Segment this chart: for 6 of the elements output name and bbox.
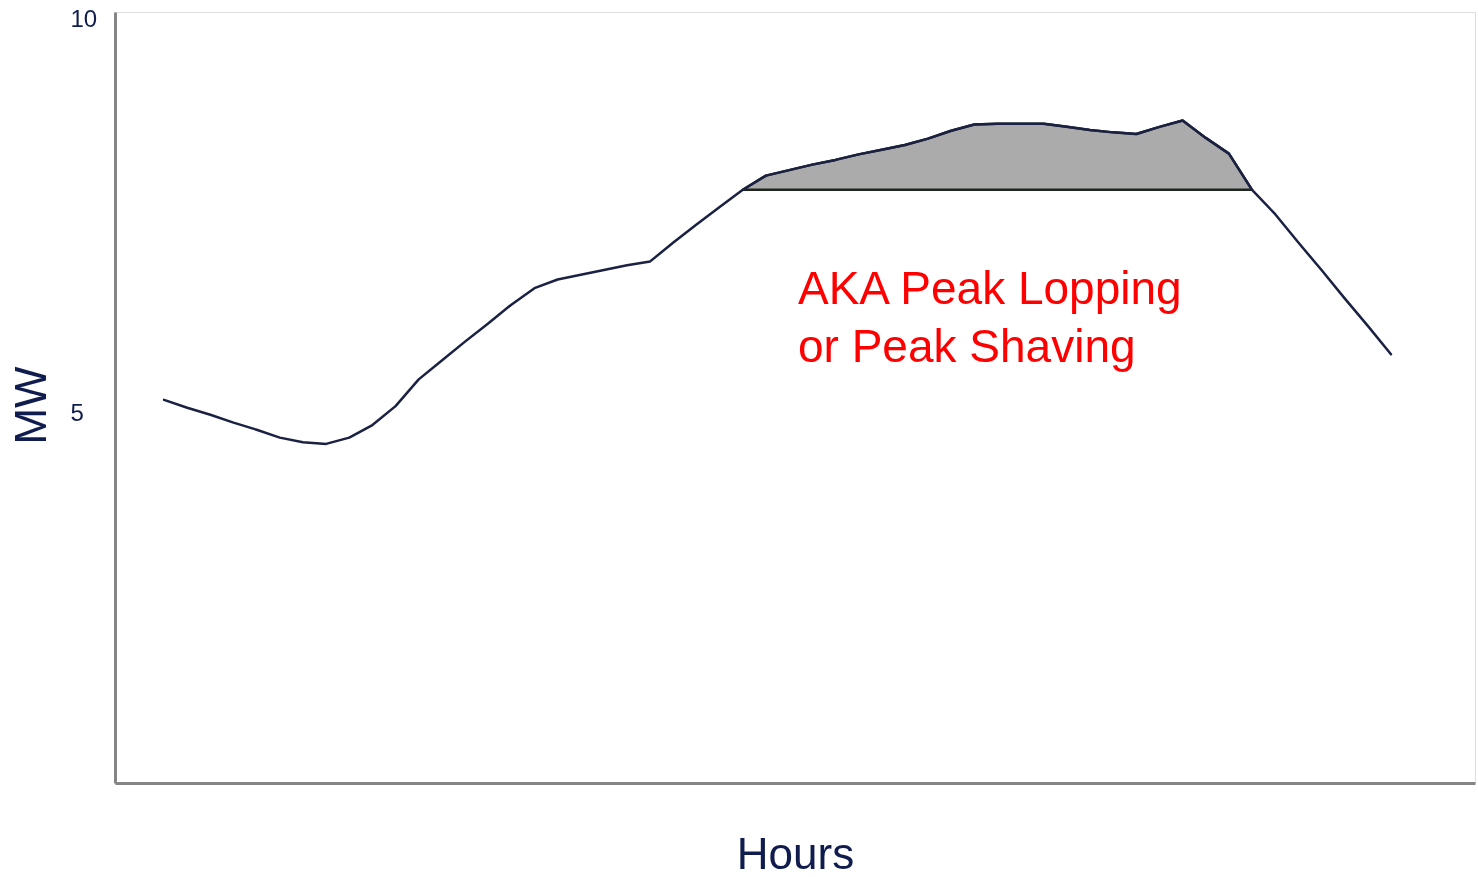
y-axis-title: MW — [5, 365, 55, 445]
y-tick-label: 5 — [70, 398, 84, 426]
annotation: AKA Peak Lopping or Peak Shaving — [798, 262, 1182, 372]
x-axis-title: Hours — [736, 828, 855, 877]
y-tick-label: 10 — [70, 5, 98, 33]
line-series — [162, 119, 1393, 446]
